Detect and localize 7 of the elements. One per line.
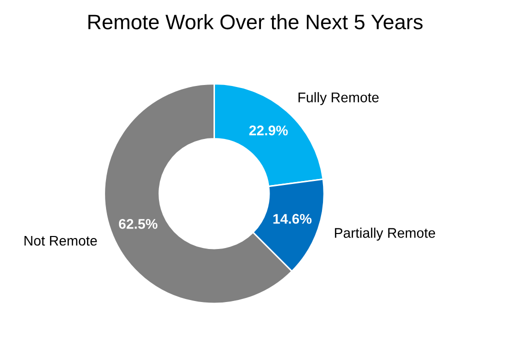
slice-label: Partially Remote xyxy=(334,228,436,241)
slice-label: Fully Remote xyxy=(298,92,379,106)
data-label: 22.9% xyxy=(249,126,288,136)
chart-title: Remote Work Over the Next 5 Years xyxy=(88,14,423,30)
data-label: 14.6% xyxy=(273,214,312,224)
data-label: 62.5% xyxy=(118,219,158,229)
slice-label: Not Remote xyxy=(24,236,97,246)
